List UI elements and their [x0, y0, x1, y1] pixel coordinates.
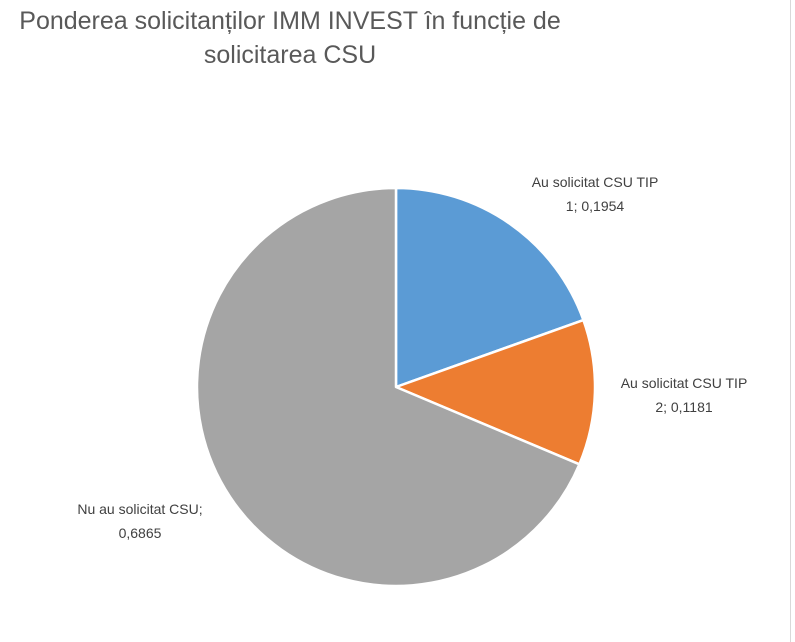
data-label-2: Au solicitat CSU TIP 2; 0,1181	[621, 375, 748, 415]
data-label-2-line-2: 2; 0,1181	[655, 399, 713, 415]
data-label-3-line-1: Nu au solicitat CSU;	[77, 501, 202, 517]
data-label-1: Au solicitat CSU TIP 1; 0,1954	[532, 174, 659, 214]
chart-title-line-2: solicitarea CSU	[203, 41, 377, 69]
data-label-1-line-1: Au solicitat CSU TIP	[532, 174, 659, 190]
chart-title-line-1: Ponderea solicitanților IMM INVEST în fu…	[19, 7, 561, 35]
pie-slice-2	[394, 318, 597, 466]
chart-title: Ponderea solicitanților IMM INVEST în fu…	[0, 4, 580, 72]
data-label-3-line-2: 0,6865	[119, 525, 162, 541]
data-label-1-line-2: 1; 0,1954	[566, 198, 625, 214]
pie-slice-3	[195, 186, 581, 588]
data-label-3: Nu au solicitat CSU; 0,6865	[77, 501, 202, 541]
data-label-2-line-1: Au solicitat CSU TIP	[621, 375, 748, 391]
pie-slice-1	[394, 186, 585, 389]
